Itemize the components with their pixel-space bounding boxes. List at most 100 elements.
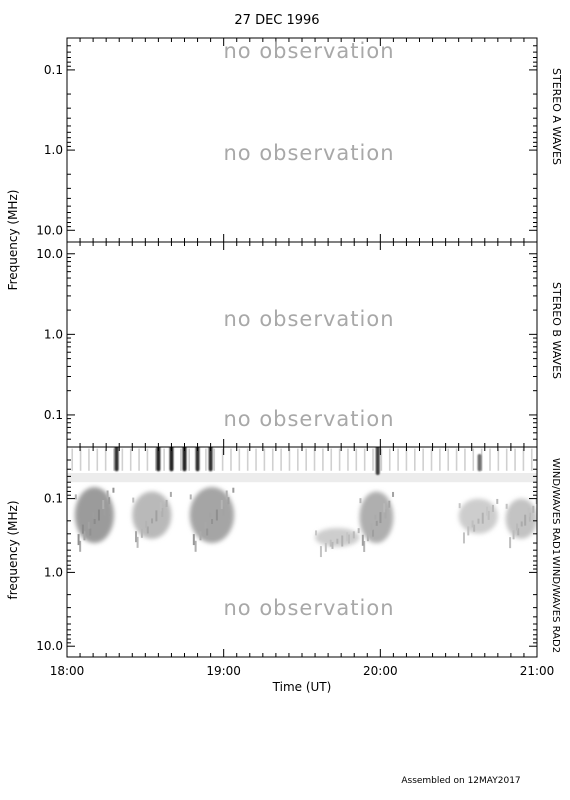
- stereo-a-no-observation-upper: no observation: [223, 39, 394, 63]
- y-tick-label: 0.1: [44, 63, 63, 77]
- stereo-b-no-observation-lower: no observation: [223, 407, 394, 431]
- emission-speckle: [106, 490, 109, 498]
- emission-speckle: [366, 532, 369, 542]
- y-tick-label: 0.1: [44, 492, 63, 506]
- y-tick-label: 10.0: [36, 639, 63, 653]
- wind-ylabel: frequency (MHz): [6, 500, 20, 599]
- emission-speckle: [509, 537, 512, 549]
- emission-speckle: [392, 491, 395, 497]
- panel-stereo-a: 0.1 1.0 10.0 no observation no observation…: [36, 37, 563, 243]
- emission-speckle: [194, 540, 197, 552]
- emission-speckle: [319, 546, 322, 558]
- emission-speckle: [486, 506, 489, 516]
- emission-speckle: [384, 509, 387, 519]
- emission-speckle: [165, 499, 168, 507]
- radio-burst: [182, 447, 187, 472]
- emission-speckle: [374, 514, 377, 520]
- emission-speckle: [528, 512, 531, 522]
- assembled-note: Assembled on 12MAY2017: [401, 776, 520, 786]
- emission-speckle: [227, 497, 230, 505]
- emission-speckle: [315, 530, 318, 536]
- radio-burst: [208, 447, 213, 472]
- radio-burst: [156, 447, 161, 472]
- stereo-b-no-observation-upper: no observation: [223, 307, 394, 331]
- diffuse-emission: [189, 487, 235, 544]
- emission-speckle: [135, 531, 138, 543]
- emission-speckle: [220, 500, 223, 510]
- emission-speckle: [388, 500, 391, 508]
- emission-speckle: [215, 509, 218, 521]
- radio-burst: [477, 453, 482, 472]
- y-tick-label: 1.0: [44, 565, 63, 579]
- emission-speckle: [383, 503, 386, 513]
- emission-speckle: [471, 520, 474, 528]
- emission-speckle: [222, 506, 225, 516]
- y-tick-label: 10.0: [36, 247, 63, 261]
- x-tick-label: 19:00: [206, 664, 241, 678]
- x-tick-label: 18:00: [50, 664, 85, 678]
- emission-speckle: [361, 534, 364, 546]
- emission-speckle: [375, 520, 378, 526]
- emission-speckle: [140, 528, 143, 538]
- emission-speckle: [372, 529, 375, 537]
- stereo-ylabel: Frequency (MHz): [6, 190, 20, 291]
- emission-speckle: [341, 535, 344, 547]
- emission-speckle: [192, 534, 195, 546]
- panel-wind-ticks: 0.1 1.0 10.0: [36, 446, 538, 657]
- emission-speckle: [132, 497, 135, 503]
- emission-speckle: [206, 528, 209, 536]
- emission-speckle: [512, 530, 515, 540]
- emission-speckle: [151, 518, 154, 524]
- emission-speckle: [331, 541, 334, 549]
- emission-speckle: [535, 498, 537, 504]
- emission-speckle: [477, 518, 480, 524]
- panel-stereo-a-ticks: 0.1 1.0 10.0: [36, 37, 538, 242]
- emission-speckle: [516, 523, 519, 531]
- emission-speckle: [532, 505, 535, 513]
- y-tick-label: 10.0: [36, 223, 63, 237]
- background-band: [67, 472, 537, 483]
- emission-speckle: [93, 519, 96, 525]
- emission-speckle: [505, 503, 508, 509]
- diffuse-emission: [359, 491, 394, 544]
- emission-speckle: [211, 519, 214, 525]
- emission-speckle: [329, 539, 332, 547]
- diffuse-emission: [505, 498, 537, 539]
- wind-spectrogram: [67, 447, 537, 558]
- emission-speckle: [458, 503, 461, 509]
- emission-speckle: [232, 487, 235, 493]
- emission-speckle: [379, 512, 382, 524]
- panel-stereo-a-frame: [66, 37, 538, 243]
- y-tick-label: 1.0: [44, 327, 63, 341]
- radio-burst: [169, 447, 174, 472]
- emission-speckle: [108, 497, 111, 505]
- emission-speckle: [473, 524, 476, 532]
- emission-speckle: [370, 523, 373, 531]
- x-tick-label: 20:00: [363, 664, 398, 678]
- emission-speckle: [487, 510, 490, 520]
- emission-speckle: [81, 524, 84, 534]
- emission-speckle: [83, 531, 86, 541]
- emission-speckle: [97, 509, 100, 521]
- diffuse-emission: [458, 498, 498, 534]
- emission-speckle: [155, 510, 158, 522]
- diffuse-emission: [132, 491, 172, 539]
- emission-speckle: [352, 531, 355, 539]
- radio-burst: [195, 447, 200, 472]
- emission-speckle: [209, 512, 212, 518]
- emission-speckle: [77, 534, 80, 546]
- emission-speckle: [481, 512, 484, 524]
- chart-title: 27 DEC 1996: [234, 13, 319, 28]
- emission-speckle: [103, 506, 106, 516]
- panel-stereo-b: 10.0 1.0 0.1 no observation no observation…: [36, 241, 563, 448]
- emission-speckle: [189, 494, 192, 500]
- emission-speckle: [527, 507, 530, 517]
- radio-burst: [375, 447, 380, 475]
- x-tick-label: 21:00: [520, 664, 555, 678]
- emission-speckle: [520, 521, 523, 527]
- emission-speckle: [102, 500, 105, 510]
- emission-speckle: [462, 532, 465, 544]
- emission-speckle: [112, 487, 115, 493]
- panel-stereo-b-ticks: 10.0 1.0 0.1: [36, 242, 538, 448]
